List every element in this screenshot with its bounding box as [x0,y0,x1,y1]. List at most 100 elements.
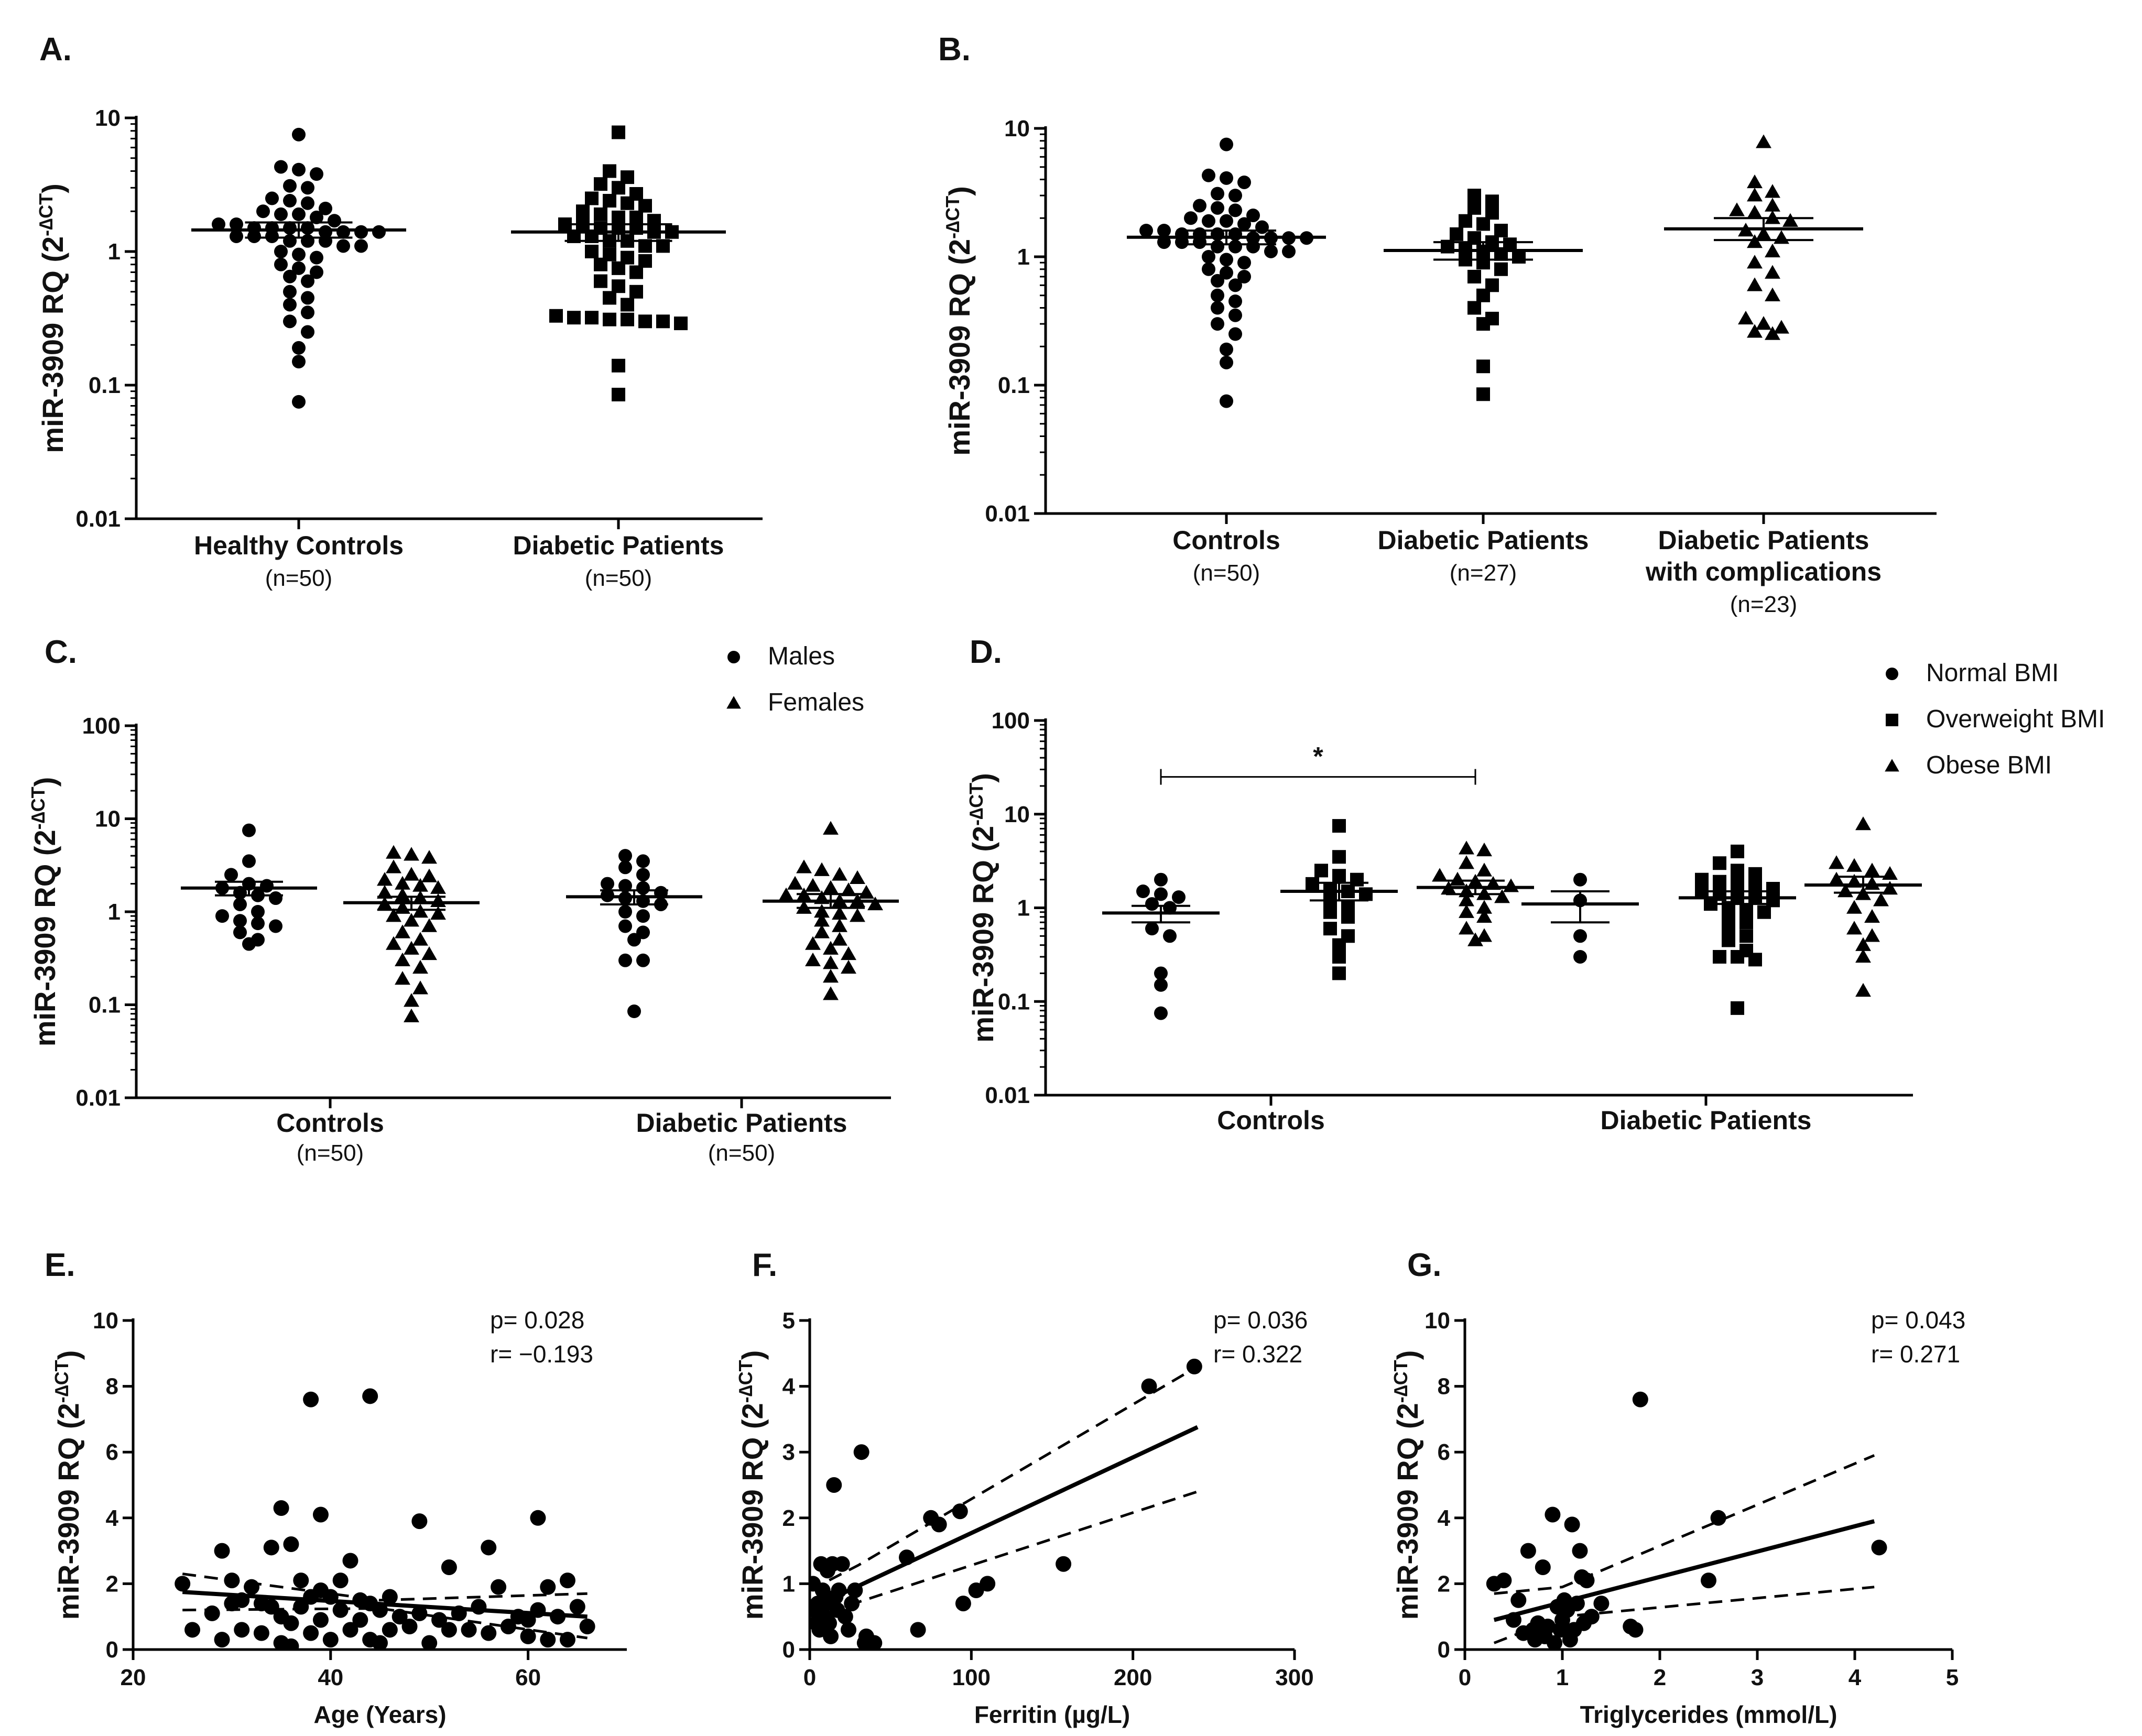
data-point-D [1467,932,1483,946]
data-point-C [395,924,410,938]
data-point-C [395,952,410,967]
group-label2-B: with complications [1645,557,1882,586]
n-label-B: (n=50) [1193,560,1260,586]
data-point-F [1141,1378,1157,1394]
data-point-C [850,870,865,885]
data-point-A [301,291,314,305]
data-point-D [1864,909,1880,923]
data-point-D [1713,856,1726,870]
x-tick-label-G: 4 [1849,1665,1862,1690]
data-point-A [594,177,607,191]
data-point-C [430,906,446,920]
ci-upper-line-F [810,1365,1199,1592]
ci-lower-line-G [1493,1586,1875,1644]
plot-area-G [1486,1391,1887,1650]
data-point-B [1220,355,1233,369]
data-point-C [618,879,632,893]
data-point-C [636,854,650,868]
data-point-B [1765,184,1780,198]
data-point-G [1583,1609,1600,1625]
data-point-E [520,1612,536,1628]
data-point-B [1747,174,1763,189]
data-point-G [1564,1516,1580,1533]
data-point-C [386,936,401,950]
data-point-A [256,204,270,219]
x-tick-label-F: 300 [1275,1665,1313,1690]
data-point-C [251,916,265,931]
data-point-A [301,196,314,210]
data-point-C [823,941,839,955]
data-point-A [594,257,607,271]
data-point-D [1573,949,1587,964]
y-tick-label-D: 100 [992,708,1030,734]
data-point-C [867,896,883,911]
y-tick-label-C: 10 [95,806,121,832]
data-point-B [1228,327,1242,341]
data-point-E [411,1605,428,1621]
data-point-C [386,908,401,922]
data-point-E [214,1543,230,1559]
data-point-A [301,181,314,195]
data-point-D [1873,892,1889,907]
data-point-A [292,207,306,221]
data-point-D [1459,921,1474,935]
data-point-D [1476,862,1492,877]
y-tick-label-E: 10 [93,1308,118,1334]
data-point-C [242,854,256,868]
data-point-G [1496,1573,1512,1589]
data-point-B [1228,308,1242,322]
legend-marker-C [726,696,741,709]
r-value-E: r= −0.193 [490,1340,593,1368]
data-point-B [1220,266,1233,280]
data-point-F [844,1596,860,1612]
data-point-C [823,880,839,894]
data-point-A [274,245,288,258]
data-point-B [1729,202,1745,216]
data-point-C [386,845,401,859]
y-tick-label-C: 100 [82,713,121,739]
data-point-A [310,167,323,181]
data-point-D [1731,949,1744,964]
data-point-D [1846,921,1862,935]
category-label-D: Controls [1217,1106,1325,1135]
panel-label-A: A. [39,31,72,68]
data-point-B [1220,214,1233,228]
data-point-A [274,207,288,221]
data-point-B [1264,244,1278,258]
y-tick-label-E: 0 [106,1637,118,1663]
data-point-E [411,1513,428,1530]
ylabel-main: miR-3909 RQ (2 [36,236,69,453]
data-point-G [1535,1559,1551,1575]
data-point-E [362,1388,378,1404]
data-point-D [1136,885,1150,899]
data-point-C [787,876,803,890]
data-point-E [204,1605,220,1621]
group-label-A: Healthy Controls [194,531,404,560]
y-axis-label-B-text: miR-3909 RQ (2-∆CT) [942,186,976,456]
data-point-E [491,1579,507,1595]
data-point-D [1332,949,1346,964]
y-tick-label-E: 6 [106,1439,118,1465]
data-point-C [618,860,632,875]
data-point-E [214,1632,230,1648]
data-point-C [404,1008,419,1022]
n-label-B: (n=23) [1730,592,1797,617]
data-point-B [1220,137,1233,151]
data-point-D [1713,875,1726,889]
data-point-C [636,909,650,923]
data-point-B [1756,134,1771,148]
data-point-C [636,953,650,967]
data-point-E [520,1628,536,1644]
y-axis-label-G: miR-3909 RQ (2-∆CT) [1390,1350,1424,1620]
data-point-A [594,274,607,288]
data-point-C [823,955,839,969]
data-point-B [1246,209,1260,223]
data-point-C [386,859,401,874]
r-value-G: r= 0.271 [1871,1340,1960,1368]
data-point-D [1341,910,1355,924]
data-point-B [1774,320,1789,334]
y-tick-label-G: 8 [1438,1374,1450,1400]
data-point-A [301,274,314,288]
data-point-C [823,821,839,835]
data-point-F [931,1516,947,1533]
